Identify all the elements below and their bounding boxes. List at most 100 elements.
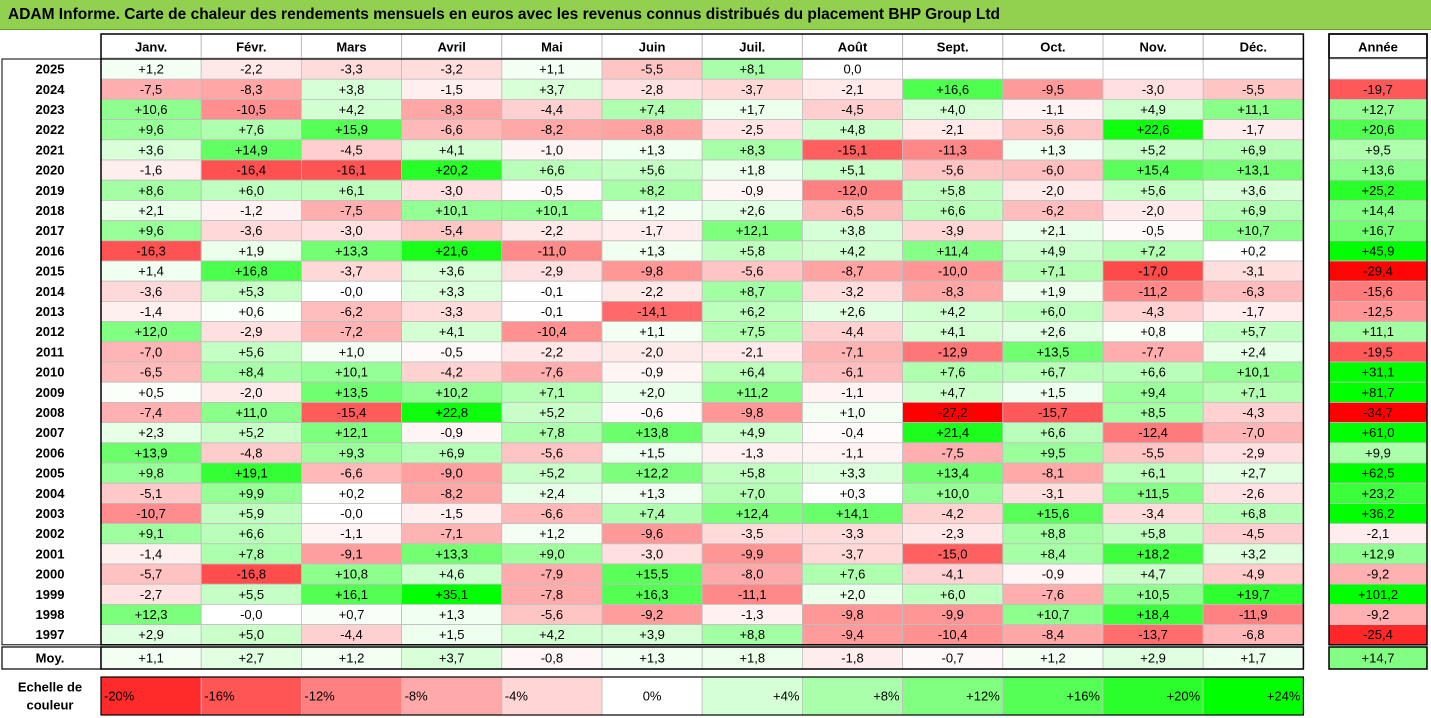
cell-value: -3,7 bbox=[340, 264, 362, 279]
cell-value: +1,9 bbox=[238, 243, 264, 258]
cell-value: +5,2 bbox=[1140, 142, 1166, 157]
cell-value: +19,7 bbox=[1237, 587, 1270, 602]
cell-value: -9,5 bbox=[1042, 82, 1064, 97]
cell-value: -2,0 bbox=[1042, 183, 1064, 198]
cell-value: +4,9 bbox=[739, 425, 765, 440]
average-value: +1,3 bbox=[639, 651, 665, 666]
cell-value: -2,2 bbox=[240, 62, 262, 77]
cell-value: -4,3 bbox=[1242, 405, 1264, 420]
row-year-label: 1997 bbox=[36, 627, 65, 642]
cell-value: +2,0 bbox=[840, 587, 866, 602]
cell-value: +12,0 bbox=[135, 324, 168, 339]
cell-value: +0,6 bbox=[238, 304, 264, 319]
cell-value: -4,8 bbox=[240, 445, 262, 460]
row-year-label: 2001 bbox=[36, 546, 65, 561]
cell-value: +7,4 bbox=[639, 102, 665, 117]
cell-value: -0,5 bbox=[1142, 223, 1164, 238]
cell-value: +4,6 bbox=[439, 567, 465, 582]
year-total-value: +14,4 bbox=[1362, 203, 1395, 218]
scale-swatch bbox=[601, 676, 703, 716]
cell-value: +1,8 bbox=[739, 163, 765, 178]
cell-value: +1,2 bbox=[539, 526, 565, 541]
heatmap-cell bbox=[1002, 58, 1104, 80]
cell-value: -16,8 bbox=[236, 567, 266, 582]
cell-value: -6,2 bbox=[1042, 203, 1064, 218]
heatmap-cell bbox=[1202, 58, 1304, 80]
cell-value: -9,8 bbox=[741, 405, 763, 420]
cell-value: +1,5 bbox=[1040, 385, 1066, 400]
month-header: Août bbox=[838, 40, 868, 55]
cell-value: +35,1 bbox=[435, 587, 468, 602]
cell-value: -4,2 bbox=[440, 365, 462, 380]
cell-value: -5,6 bbox=[541, 607, 563, 622]
cell-value: +11,2 bbox=[736, 385, 768, 400]
cell-value: +15,5 bbox=[636, 567, 669, 582]
header-cell bbox=[100, 33, 202, 59]
cell-value: +3,6 bbox=[1240, 183, 1266, 198]
cell-value: -2,9 bbox=[240, 324, 262, 339]
scale-swatch bbox=[501, 676, 603, 716]
scale-stop-label: +4% bbox=[773, 689, 800, 704]
cell-value: +1,2 bbox=[138, 62, 164, 77]
average-year-cell bbox=[1328, 646, 1428, 670]
cell-value: -0,0 bbox=[240, 607, 262, 622]
row-year-label: 2025 bbox=[36, 62, 65, 77]
row-year-label: 2003 bbox=[36, 506, 65, 521]
cell-value: -5,6 bbox=[1042, 122, 1064, 137]
cell-value: -7,5 bbox=[941, 445, 963, 460]
year-total-value: -25,4 bbox=[1363, 627, 1393, 642]
cell-value: -1,1 bbox=[841, 385, 863, 400]
cell-value: -10,0 bbox=[938, 264, 968, 279]
average-value: -0,8 bbox=[541, 651, 563, 666]
cell-value: -7,7 bbox=[1142, 344, 1164, 359]
month-header: Sept. bbox=[937, 40, 969, 55]
cell-value: -11,3 bbox=[938, 142, 967, 157]
year-total-value: +36,2 bbox=[1362, 506, 1395, 521]
heatmap-cell bbox=[902, 58, 1004, 80]
cell-value: -15,1 bbox=[838, 142, 868, 157]
cell-value: -7,5 bbox=[340, 203, 362, 218]
cell-value: +11,4 bbox=[937, 243, 969, 258]
cell-value: +10,6 bbox=[135, 102, 168, 117]
cell-value: -1,7 bbox=[1242, 304, 1264, 319]
cell-value: -16,3 bbox=[136, 243, 166, 258]
cell-value: +3,3 bbox=[840, 466, 866, 481]
cell-value: +2,4 bbox=[539, 486, 565, 501]
row-year-label: 1998 bbox=[36, 607, 65, 622]
row-year-label: 2018 bbox=[36, 203, 65, 218]
cell-value: -2,7 bbox=[140, 587, 162, 602]
cell-value: +5,2 bbox=[539, 405, 565, 420]
cell-value: -0,4 bbox=[841, 425, 863, 440]
scale-swatch bbox=[100, 676, 202, 716]
cell-value: -1,4 bbox=[140, 304, 162, 319]
scale-label: Echelle de bbox=[18, 680, 82, 695]
cell-value: -0,1 bbox=[541, 304, 563, 319]
cell-value: +2,1 bbox=[1040, 223, 1066, 238]
cell-value: +16,6 bbox=[936, 82, 969, 97]
cell-value: +3,8 bbox=[339, 82, 365, 97]
cell-value: -4,3 bbox=[1142, 304, 1164, 319]
cell-value: +1,3 bbox=[1040, 142, 1066, 157]
cell-value: -2,9 bbox=[1242, 445, 1264, 460]
row-year-label: 2017 bbox=[36, 223, 65, 238]
cell-value: -3,2 bbox=[841, 284, 863, 299]
cell-value: +5,3 bbox=[238, 284, 264, 299]
scale-swatch bbox=[802, 676, 904, 716]
cell-value: +1,3 bbox=[639, 243, 665, 258]
cell-value: +13,3 bbox=[335, 243, 368, 258]
row-year-label: 2005 bbox=[36, 466, 65, 481]
month-header: Déc. bbox=[1240, 40, 1267, 55]
cell-value: +9,0 bbox=[539, 546, 565, 561]
cell-value: +9,5 bbox=[1040, 445, 1066, 460]
cell-value: +1,5 bbox=[639, 445, 665, 460]
cell-value: -0,1 bbox=[541, 284, 563, 299]
cell-value: +13,8 bbox=[636, 425, 669, 440]
row-year-label: 2006 bbox=[36, 445, 65, 460]
header-cell bbox=[200, 33, 302, 59]
cell-value: +0,3 bbox=[840, 486, 866, 501]
cell-value: -10,4 bbox=[537, 324, 567, 339]
cell-value: -7,9 bbox=[541, 567, 563, 582]
cell-value: -10,4 bbox=[938, 627, 968, 642]
cell-value: +7,6 bbox=[840, 567, 866, 582]
